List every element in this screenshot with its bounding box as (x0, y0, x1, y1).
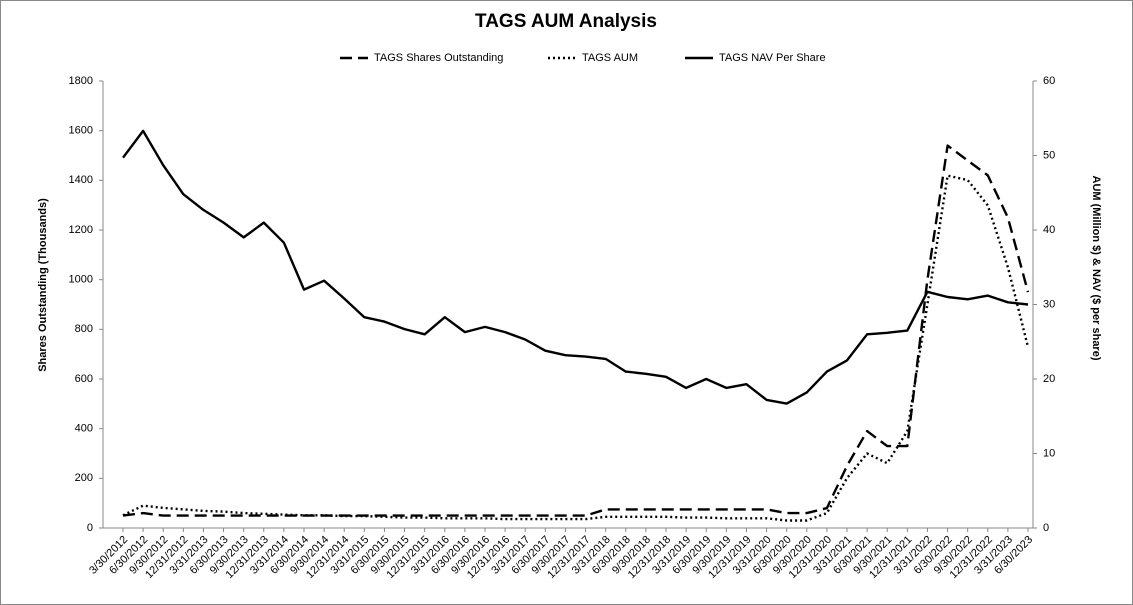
legend-label: TAGS NAV Per Share (719, 52, 826, 64)
y2-axis-label: AUM (Million $) & NAV ($ per share) (1090, 176, 1102, 361)
y2-tick-label: 0 (1043, 522, 1049, 534)
y-tick-label: 1000 (69, 274, 93, 286)
series-line (122, 144, 1030, 517)
y2-tick-label: 50 (1043, 149, 1055, 161)
y2-tick-label: 40 (1043, 224, 1055, 236)
chart-title: TAGS AUM Analysis (475, 11, 657, 32)
series-line (122, 174, 1030, 522)
y2-tick-label: 20 (1043, 373, 1055, 385)
y-tick-label: 0 (87, 522, 93, 534)
legend-label: TAGS AUM (582, 52, 638, 64)
legend-label: TAGS Shares Outstanding (374, 52, 503, 64)
y2-tick-label: 10 (1043, 447, 1055, 459)
y-tick-label: 200 (75, 472, 93, 484)
y-tick-label: 400 (75, 423, 93, 435)
y2-tick-label: 60 (1043, 75, 1055, 87)
y-axis-label: Shares Outstanding (Thousands) (37, 198, 49, 372)
y-tick-label: 600 (75, 373, 93, 385)
y2-tick-label: 30 (1043, 298, 1055, 310)
y-tick-label: 1800 (69, 75, 93, 87)
y-tick-label: 1600 (69, 125, 93, 137)
series-line (122, 129, 1029, 405)
y-tick-label: 1200 (69, 224, 93, 236)
y-tick-label: 1400 (69, 174, 93, 186)
y-tick-label: 800 (75, 323, 93, 335)
